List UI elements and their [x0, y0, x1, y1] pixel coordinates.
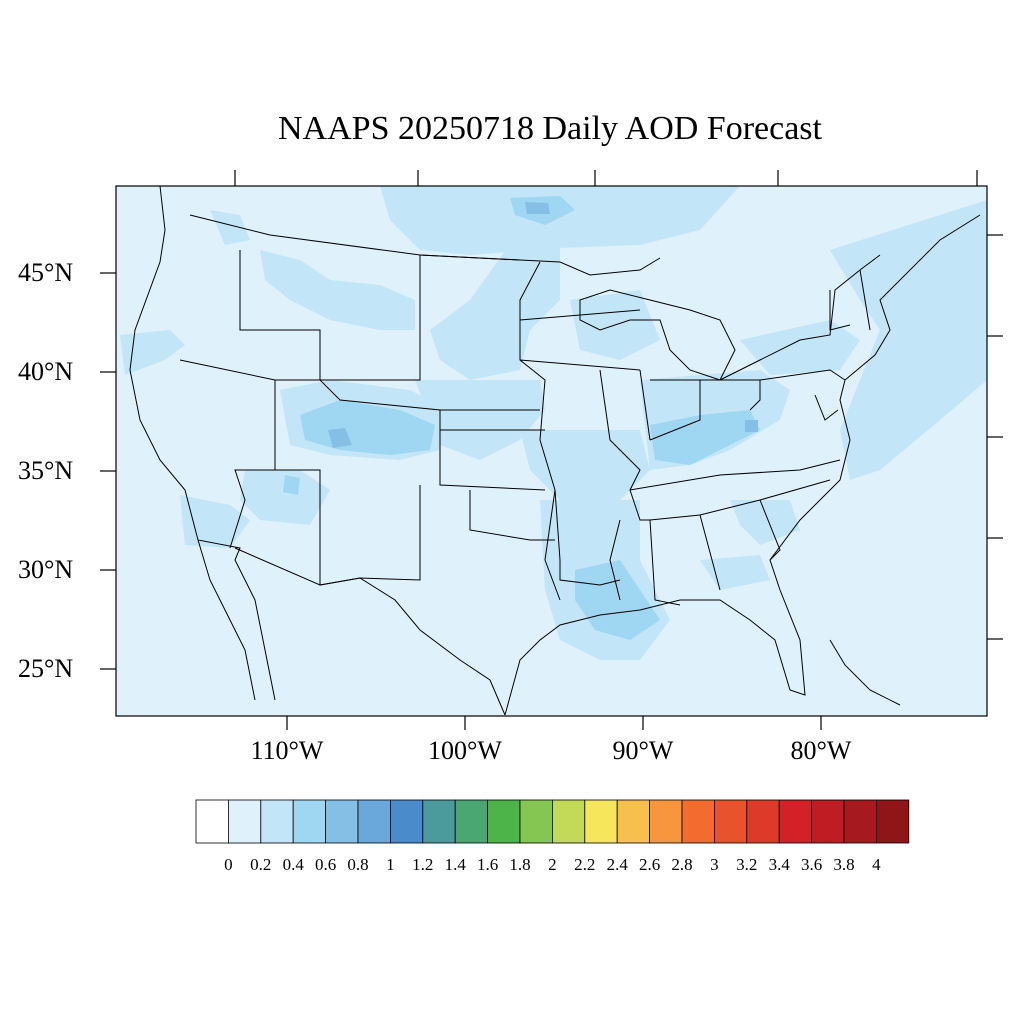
colorbar-tick-label: 3 [710, 855, 719, 874]
colorbar-swatch [616, 799, 651, 844]
colorbar-tick-label: 2.8 [671, 855, 692, 874]
map-frame [115, 185, 988, 717]
colorbar-tick-label: 1 [386, 855, 395, 874]
colorbar-swatch [260, 799, 294, 844]
lon-label-90w: 90°W [612, 736, 674, 765]
lon-label-110w: 110°W [250, 736, 324, 765]
colorbar-swatch [389, 799, 424, 844]
colorbar-tick-label: 2.4 [607, 855, 629, 874]
colorbar-tick-label: 4 [872, 855, 881, 874]
lat-label-25n: 25°N [18, 654, 74, 683]
colorbar-swatch [843, 799, 877, 844]
lat-label-30n: 30°N [18, 555, 74, 584]
colorbar-swatch [227, 799, 262, 844]
map-title: NAAPS 20250718 Daily AOD Forecast [278, 110, 822, 147]
colorbar-tick-label: 2.6 [639, 855, 660, 874]
colorbar-tick-label: 3.2 [736, 855, 757, 874]
aod-band-0.6-0.8 [328, 202, 758, 448]
colorbar-swatch [552, 799, 586, 844]
colorbar-swatch [454, 799, 489, 844]
lon-label-100w: 100°W [428, 736, 502, 765]
colorbar-tick-label: 0 [224, 855, 233, 874]
colorbar-swatch [325, 799, 359, 844]
lat-label-45n: 45°N [18, 258, 74, 287]
colorbar-swatch [487, 799, 521, 844]
coastlines-and-borders [129, 186, 981, 716]
colorbar-tick-label: 1.2 [412, 855, 433, 874]
colorbar-tick-label: 0.8 [347, 855, 368, 874]
colorbar-tick-label: 3.4 [769, 855, 791, 874]
colorbar-swatch [357, 799, 391, 844]
colorbar-swatch [195, 799, 229, 844]
colorbar-swatch [649, 799, 683, 844]
colorbar-swatch [422, 799, 456, 844]
frame-ticks [100, 170, 1003, 730]
colorbar-swatch [811, 799, 845, 844]
colorbar-swatch [681, 799, 715, 844]
colorbar-swatch [778, 799, 813, 844]
colorbar-tick-label: 0.2 [250, 855, 271, 874]
colorbar-swatch [714, 799, 748, 844]
colorbar-tick-label: 0.4 [283, 855, 305, 874]
lat-label-40n: 40°N [18, 357, 74, 386]
colorbar-swatch [519, 799, 553, 844]
colorbar-swatch [292, 799, 327, 844]
colorbar-tick-label: 1.8 [509, 855, 530, 874]
lat-label-35n: 35°N [18, 456, 74, 485]
colorbar-tick-label: 3.6 [801, 855, 822, 874]
colorbar-swatch [746, 799, 780, 844]
colorbar-swatch [876, 799, 910, 844]
colorbar-tick-label: 0.6 [315, 855, 336, 874]
colorbar-tick-label: 1.4 [445, 855, 467, 874]
lon-label-80w: 80°W [790, 736, 852, 765]
colorbar-swatch [584, 799, 618, 844]
colorbar-tick-label: 2 [548, 855, 557, 874]
colorbar-tick-label: 1.6 [477, 855, 498, 874]
colorbar-tick-label: 3.8 [833, 855, 854, 874]
colorbar-tick-label: 2.2 [574, 855, 595, 874]
